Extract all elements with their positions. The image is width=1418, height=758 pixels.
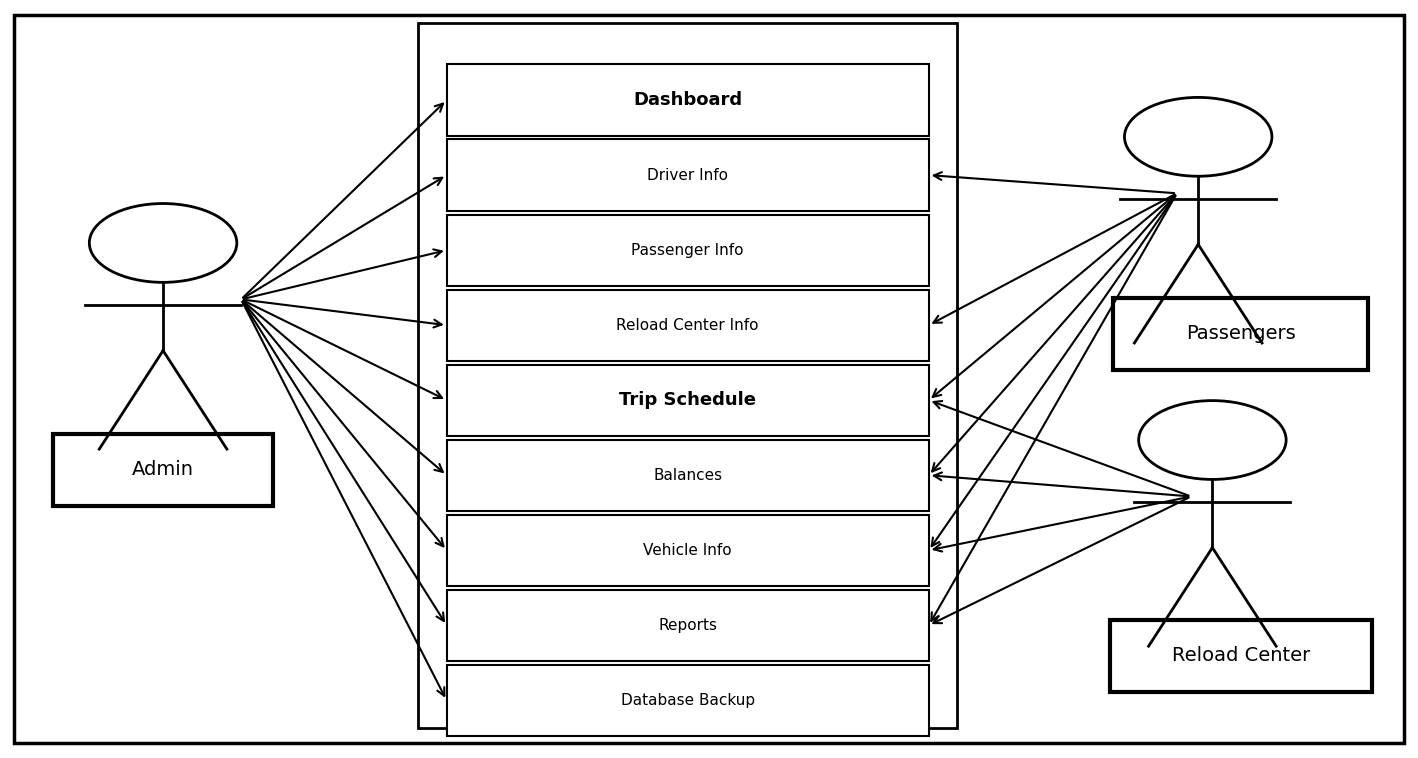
Bar	[447, 515, 929, 586]
Bar	[54, 434, 274, 506]
Bar	[447, 215, 929, 286]
Text: Admin: Admin	[132, 460, 194, 480]
Bar	[447, 665, 929, 736]
Bar	[447, 64, 929, 136]
Text: Balances: Balances	[654, 468, 722, 483]
Text: Passengers: Passengers	[1185, 324, 1296, 343]
Bar	[1113, 297, 1368, 369]
Bar	[447, 139, 929, 211]
Text: Dashboard: Dashboard	[634, 91, 742, 109]
Bar	[1109, 620, 1373, 691]
Text: Passenger Info: Passenger Info	[631, 243, 744, 258]
Text: Reports: Reports	[658, 618, 718, 633]
Bar	[447, 590, 929, 661]
Bar	[447, 290, 929, 361]
Bar	[447, 365, 929, 436]
Text: Reload Center Info: Reload Center Info	[617, 318, 759, 333]
Text: Reload Center: Reload Center	[1171, 646, 1310, 666]
Text: Vehicle Info: Vehicle Info	[644, 543, 732, 558]
Bar	[418, 23, 957, 728]
Text: Driver Info: Driver Info	[647, 168, 729, 183]
Bar	[447, 440, 929, 511]
Text: Trip Schedule: Trip Schedule	[620, 391, 756, 409]
Text: Database Backup: Database Backup	[621, 693, 754, 708]
